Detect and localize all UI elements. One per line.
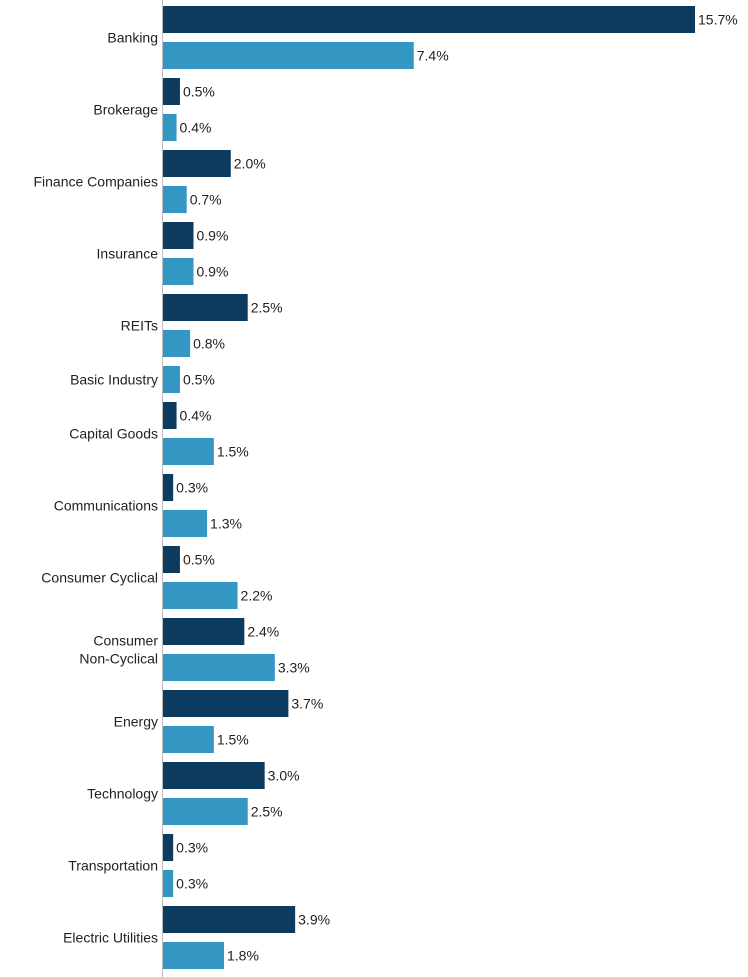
bar-transportation-series-2 <box>163 870 174 897</box>
bar-banking-series-1 <box>163 6 695 33</box>
value-label-consumer-non-cyclical-series-1: 2.4% <box>247 624 279 640</box>
value-label-consumer-cyclical-series-1: 0.5% <box>183 552 215 568</box>
category-label-basic-industry: Basic Industry <box>70 372 158 388</box>
bar-consumer-cyclical-series-2 <box>163 582 238 609</box>
category-label-electric-utilities: Electric Utilities <box>63 930 158 946</box>
category-label-line: Electric Utilities <box>63 930 158 946</box>
value-label-transportation-series-2: 0.3% <box>176 876 208 892</box>
category-label-line: Banking <box>107 30 158 46</box>
bar-consumer-non-cyclical-series-1 <box>163 618 245 645</box>
value-label-banking-series-2: 7.4% <box>417 48 449 64</box>
category-label-line: Transportation <box>68 858 158 874</box>
value-label-banking-series-1: 15.7% <box>698 12 738 28</box>
bar-reits-series-1 <box>163 294 248 321</box>
category-label-consumer-cyclical: Consumer Cyclical <box>41 570 158 586</box>
value-label-reits-series-2: 0.8% <box>193 336 225 352</box>
bar-energy-series-1 <box>163 690 289 717</box>
bar-finance-companies-series-1 <box>163 150 231 177</box>
value-label-brokerage-series-1: 0.5% <box>183 84 215 100</box>
value-label-communications-series-2: 1.3% <box>210 516 242 532</box>
bar-energy-series-2 <box>163 726 214 753</box>
bar-consumer-non-cyclical-series-2 <box>163 654 275 681</box>
category-label-finance-companies: Finance Companies <box>33 174 158 190</box>
category-label-transportation: Transportation <box>68 858 158 874</box>
value-label-finance-companies-series-1: 2.0% <box>234 156 266 172</box>
value-label-consumer-cyclical-series-2: 2.2% <box>241 588 273 604</box>
category-label-line: Technology <box>87 786 158 802</box>
category-label-consumer-non-cyclical: Consumer Non-Cyclical <box>79 633 158 667</box>
value-label-basic-industry-series-2: 0.5% <box>183 372 215 388</box>
value-label-communications-series-1: 0.3% <box>176 480 208 496</box>
bar-capital-goods-series-2 <box>163 438 214 465</box>
category-label-banking: Banking <box>107 30 158 46</box>
bar-capital-goods-series-1 <box>163 402 177 429</box>
value-label-energy-series-1: 3.7% <box>291 696 323 712</box>
bar-banking-series-2 <box>163 42 414 69</box>
category-label-line: Basic Industry <box>70 372 158 388</box>
category-label-technology: Technology <box>87 786 158 802</box>
category-label-capital-goods: Capital Goods <box>69 426 158 442</box>
category-label-line: Energy <box>114 714 158 730</box>
value-label-finance-companies-series-2: 0.7% <box>190 192 222 208</box>
value-label-energy-series-2: 1.5% <box>217 732 249 748</box>
value-label-insurance-series-2: 0.9% <box>196 264 228 280</box>
category-label-line: Communications <box>54 498 158 514</box>
bar-basic-industry-series-2 <box>163 366 180 393</box>
value-label-insurance-series-1: 0.9% <box>196 228 228 244</box>
value-label-brokerage-series-2: 0.4% <box>180 120 212 136</box>
category-label-insurance: Insurance <box>97 246 159 262</box>
value-label-consumer-non-cyclical-series-2: 3.3% <box>278 660 310 676</box>
bar-brokerage-series-1 <box>163 78 180 105</box>
bar-communications-series-2 <box>163 510 208 537</box>
bar-reits-series-2 <box>163 330 191 357</box>
bar-insurance-series-2 <box>163 258 194 285</box>
bar-communications-series-1 <box>163 474 174 501</box>
category-label-line: Brokerage <box>93 102 158 118</box>
value-label-transportation-series-1: 0.3% <box>176 840 208 856</box>
category-label-line: Capital Goods <box>69 426 158 442</box>
bar-electric-utilities-series-2 <box>163 942 224 969</box>
category-label-line: Non-Cyclical <box>79 651 158 667</box>
value-label-technology-series-2: 2.5% <box>251 804 283 820</box>
bar-insurance-series-1 <box>163 222 194 249</box>
category-label-line: Consumer Cyclical <box>41 570 158 586</box>
value-label-capital-goods-series-2: 1.5% <box>217 444 249 460</box>
value-label-electric-utilities-series-1: 3.9% <box>298 912 330 928</box>
bar-technology-series-1 <box>163 762 265 789</box>
category-label-line: Finance Companies <box>33 174 158 190</box>
bar-finance-companies-series-2 <box>163 186 187 213</box>
category-label-line: Consumer <box>93 633 158 649</box>
bar-brokerage-series-2 <box>163 114 177 141</box>
category-label-reits: REITs <box>121 318 158 334</box>
bar-electric-utilities-series-1 <box>163 906 296 933</box>
bar-technology-series-2 <box>163 798 248 825</box>
value-label-technology-series-1: 3.0% <box>268 768 300 784</box>
bar-transportation-series-1 <box>163 834 174 861</box>
category-label-line: REITs <box>121 318 158 334</box>
category-label-brokerage: Brokerage <box>93 102 158 118</box>
value-label-electric-utilities-series-2: 1.8% <box>227 948 259 964</box>
bar-consumer-cyclical-series-1 <box>163 546 180 573</box>
category-label-energy: Energy <box>114 714 158 730</box>
category-label-communications: Communications <box>54 498 158 514</box>
category-label-line: Insurance <box>97 246 159 262</box>
value-label-reits-series-1: 2.5% <box>251 300 283 316</box>
value-label-capital-goods-series-1: 0.4% <box>180 408 212 424</box>
